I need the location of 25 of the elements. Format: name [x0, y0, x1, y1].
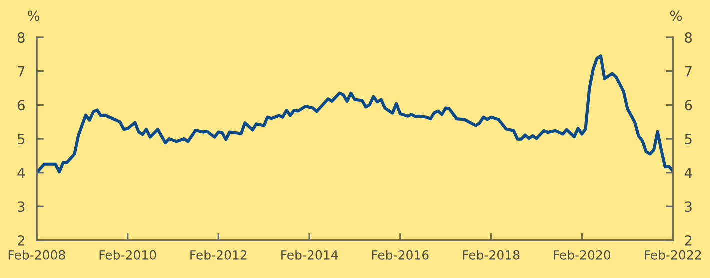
x-tick-label: Feb-2018 — [463, 250, 520, 260]
y-axis-title: % — [28, 10, 40, 22]
y2-tick-label: 4 — [684, 168, 692, 178]
y2-tick-label: 6 — [685, 100, 692, 111]
y-tick-label: 8 — [18, 32, 25, 44]
y-tick-label: 4 — [18, 168, 26, 178]
y-tick-label: 2 — [18, 235, 24, 246]
x-tick-label: Feb-2022 — [645, 250, 702, 260]
y2-tick-label: 8 — [685, 32, 692, 44]
y-tick-label: 7 — [18, 66, 25, 77]
y-tick-label: 6 — [18, 100, 25, 111]
y2-tick-label: 5 — [685, 134, 692, 144]
y2-tick-label: 3 — [685, 202, 692, 212]
x-tick-label: Feb-2016 — [372, 250, 429, 260]
x-tick-label: Feb-2010 — [100, 250, 156, 260]
y-tick-label: 5 — [18, 134, 25, 144]
y2-tick-label: 7 — [685, 66, 692, 77]
x-tick-label: Feb-2008 — [8, 250, 66, 260]
y2-tick-label: 2 — [685, 235, 692, 246]
y2-axis-title: % — [670, 10, 682, 22]
x-tick-label: Feb-2014 — [282, 250, 338, 260]
y-tick-label: 3 — [18, 202, 25, 212]
x-tick-label: Feb-2012 — [190, 250, 247, 260]
line-series — [36, 54, 674, 174]
x-tick-label: Feb-2020 — [554, 250, 611, 260]
